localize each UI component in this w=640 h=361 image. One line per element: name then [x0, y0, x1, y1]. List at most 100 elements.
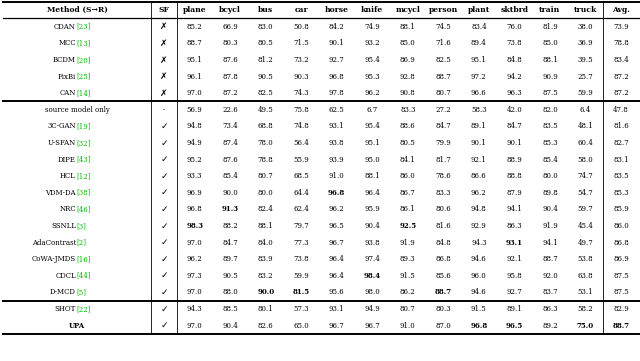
Text: 84.7: 84.7 — [506, 122, 522, 130]
Text: 62.5: 62.5 — [329, 106, 344, 114]
Text: 88.9: 88.9 — [506, 156, 522, 164]
Text: 96.1: 96.1 — [187, 73, 202, 81]
Text: 86.8: 86.8 — [435, 255, 451, 263]
Text: [23]: [23] — [77, 23, 91, 31]
Text: ✓: ✓ — [160, 321, 168, 330]
Text: 87.5: 87.5 — [542, 89, 558, 97]
Text: 86.3: 86.3 — [542, 305, 557, 313]
Text: 74.3: 74.3 — [293, 89, 309, 97]
Text: 90.9: 90.9 — [542, 73, 558, 81]
Text: ✓: ✓ — [160, 188, 168, 197]
Text: 84.7: 84.7 — [222, 239, 238, 247]
Text: SHOT: SHOT — [54, 305, 76, 313]
Text: 89.4: 89.4 — [471, 39, 487, 47]
Text: 94.6: 94.6 — [471, 288, 487, 296]
Text: 90.1: 90.1 — [506, 139, 522, 147]
Text: 96.8: 96.8 — [329, 73, 344, 81]
Text: 90.0: 90.0 — [222, 189, 238, 197]
Text: 79.7: 79.7 — [293, 222, 309, 230]
Text: 59.9: 59.9 — [577, 89, 593, 97]
Text: 95.6: 95.6 — [329, 288, 344, 296]
Text: 86.2: 86.2 — [400, 288, 415, 296]
Text: ✓: ✓ — [160, 288, 168, 297]
Text: 82.6: 82.6 — [258, 322, 273, 330]
Text: 86.6: 86.6 — [471, 172, 487, 180]
Text: 59.9: 59.9 — [293, 272, 309, 280]
Text: 96.8: 96.8 — [328, 189, 346, 197]
Text: 94.3: 94.3 — [187, 305, 202, 313]
Text: 96.9: 96.9 — [187, 189, 202, 197]
Text: 39.5: 39.5 — [578, 56, 593, 64]
Text: 97.3: 97.3 — [187, 272, 202, 280]
Text: 81.6: 81.6 — [613, 122, 629, 130]
Text: FixBi: FixBi — [58, 73, 76, 81]
Text: 88.1: 88.1 — [258, 222, 273, 230]
Text: 94.1: 94.1 — [542, 239, 558, 247]
Text: 95.1: 95.1 — [364, 139, 380, 147]
Text: 98.3: 98.3 — [186, 222, 203, 230]
Text: 80.1: 80.1 — [258, 305, 273, 313]
Text: 85.3: 85.3 — [542, 139, 557, 147]
Text: 55.9: 55.9 — [293, 156, 309, 164]
Text: 97.0: 97.0 — [187, 89, 202, 97]
Text: [14]: [14] — [77, 89, 91, 97]
Text: 85.4: 85.4 — [542, 156, 558, 164]
Text: 87.9: 87.9 — [506, 189, 522, 197]
Text: 93.8: 93.8 — [329, 139, 344, 147]
Text: 92.8: 92.8 — [400, 73, 415, 81]
Text: 81.9: 81.9 — [542, 23, 558, 31]
Text: 6.7: 6.7 — [367, 106, 378, 114]
Text: U-SFAN: U-SFAN — [48, 139, 76, 147]
Text: [19]: [19] — [77, 122, 91, 130]
Text: 97.0: 97.0 — [187, 288, 202, 296]
Text: 93.8: 93.8 — [364, 239, 380, 247]
Text: 85.9: 85.9 — [613, 205, 629, 213]
Text: 85.0: 85.0 — [542, 39, 558, 47]
Text: 64.4: 64.4 — [293, 189, 309, 197]
Text: 83.4: 83.4 — [613, 56, 628, 64]
Text: 78.6: 78.6 — [435, 172, 451, 180]
Text: 78.8: 78.8 — [258, 156, 273, 164]
Text: ✓: ✓ — [160, 238, 168, 247]
Text: 87.2: 87.2 — [222, 89, 238, 97]
Text: MCC: MCC — [58, 39, 76, 47]
Text: 73.8: 73.8 — [507, 39, 522, 47]
Text: [2]: [2] — [77, 239, 86, 247]
Text: 82.0: 82.0 — [542, 106, 558, 114]
Text: [5]: [5] — [77, 288, 86, 296]
Text: 90.4: 90.4 — [222, 322, 238, 330]
Text: 88.1: 88.1 — [542, 56, 558, 64]
Text: Method (S→R): Method (S→R) — [47, 6, 108, 14]
Text: 96.8: 96.8 — [187, 205, 202, 213]
Text: 87.2: 87.2 — [613, 73, 629, 81]
Text: 3C-GAN: 3C-GAN — [47, 122, 76, 130]
Text: 89.2: 89.2 — [542, 322, 558, 330]
Text: 74.7: 74.7 — [577, 172, 593, 180]
Text: 92.5: 92.5 — [399, 222, 417, 230]
Text: 96.2: 96.2 — [187, 255, 202, 263]
Text: BCDM: BCDM — [53, 56, 76, 64]
Text: 88.7: 88.7 — [612, 322, 630, 330]
Text: 65.0: 65.0 — [293, 322, 309, 330]
Text: 96.4: 96.4 — [329, 272, 344, 280]
Text: 84.1: 84.1 — [400, 156, 415, 164]
Text: 68.8: 68.8 — [258, 122, 273, 130]
Text: 85.3: 85.3 — [613, 189, 628, 197]
Text: 79.9: 79.9 — [435, 139, 451, 147]
Text: 92.1: 92.1 — [471, 156, 487, 164]
Text: 93.1: 93.1 — [329, 122, 344, 130]
Text: CDCL: CDCL — [55, 272, 76, 280]
Text: 87.6: 87.6 — [222, 56, 238, 64]
Text: 88.7: 88.7 — [435, 288, 452, 296]
Text: 98.4: 98.4 — [364, 272, 381, 280]
Text: 88.6: 88.6 — [400, 122, 415, 130]
Text: [12]: [12] — [77, 172, 91, 180]
Text: 86.1: 86.1 — [400, 205, 415, 213]
Text: 81.7: 81.7 — [435, 156, 451, 164]
Text: 83.9: 83.9 — [258, 255, 273, 263]
Text: 88.7: 88.7 — [542, 255, 558, 263]
Text: 95.9: 95.9 — [364, 205, 380, 213]
Text: source model only: source model only — [45, 106, 109, 114]
Text: 90.4: 90.4 — [364, 222, 380, 230]
Text: 88.8: 88.8 — [506, 172, 522, 180]
